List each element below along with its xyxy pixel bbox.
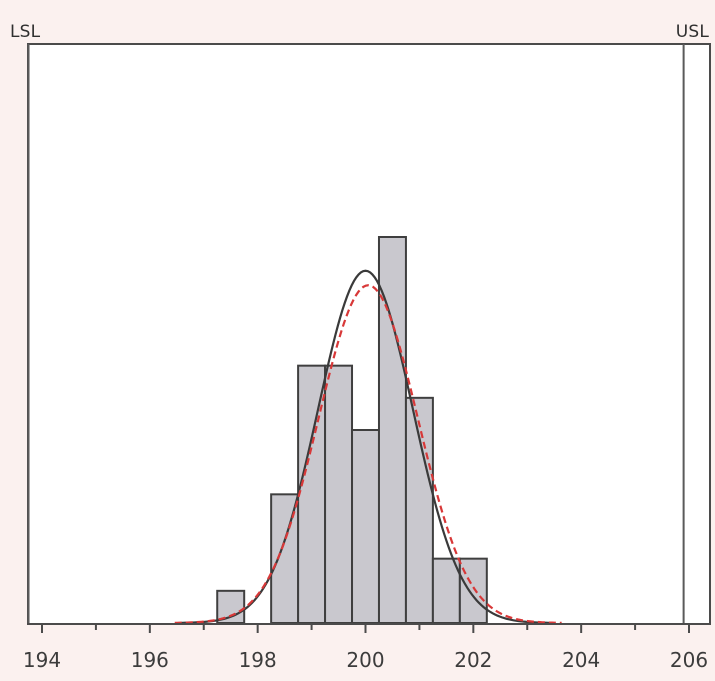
x-tick-label: 206 [670,648,708,672]
x-tick-label: 198 [239,648,277,672]
x-tick-label: 194 [23,648,61,672]
fit-curve-1 [174,284,562,624]
usl-label: USL [675,22,709,42]
x-tick-label: 202 [454,648,492,672]
histogram-bar-5 [377,236,407,624]
lsl-label: LSL [10,22,41,42]
histogram-bar-7 [431,557,461,625]
x-axis: 194 196 198 200 202 204 206 [23,623,710,672]
fit-curve-0 [180,269,551,624]
x-tick-label: 200 [346,648,384,672]
histogram-bars [216,236,488,625]
histogram-bar-6 [404,396,434,625]
histogram-bar-2 [297,364,327,624]
x-tick-label: 196 [131,648,169,672]
spec-limit-lines [27,44,685,623]
histogram-bar-4 [351,429,380,624]
normal-fit-curves [174,269,562,624]
histogram-bar-3 [324,364,354,624]
x-tick-label: 204 [562,648,600,672]
